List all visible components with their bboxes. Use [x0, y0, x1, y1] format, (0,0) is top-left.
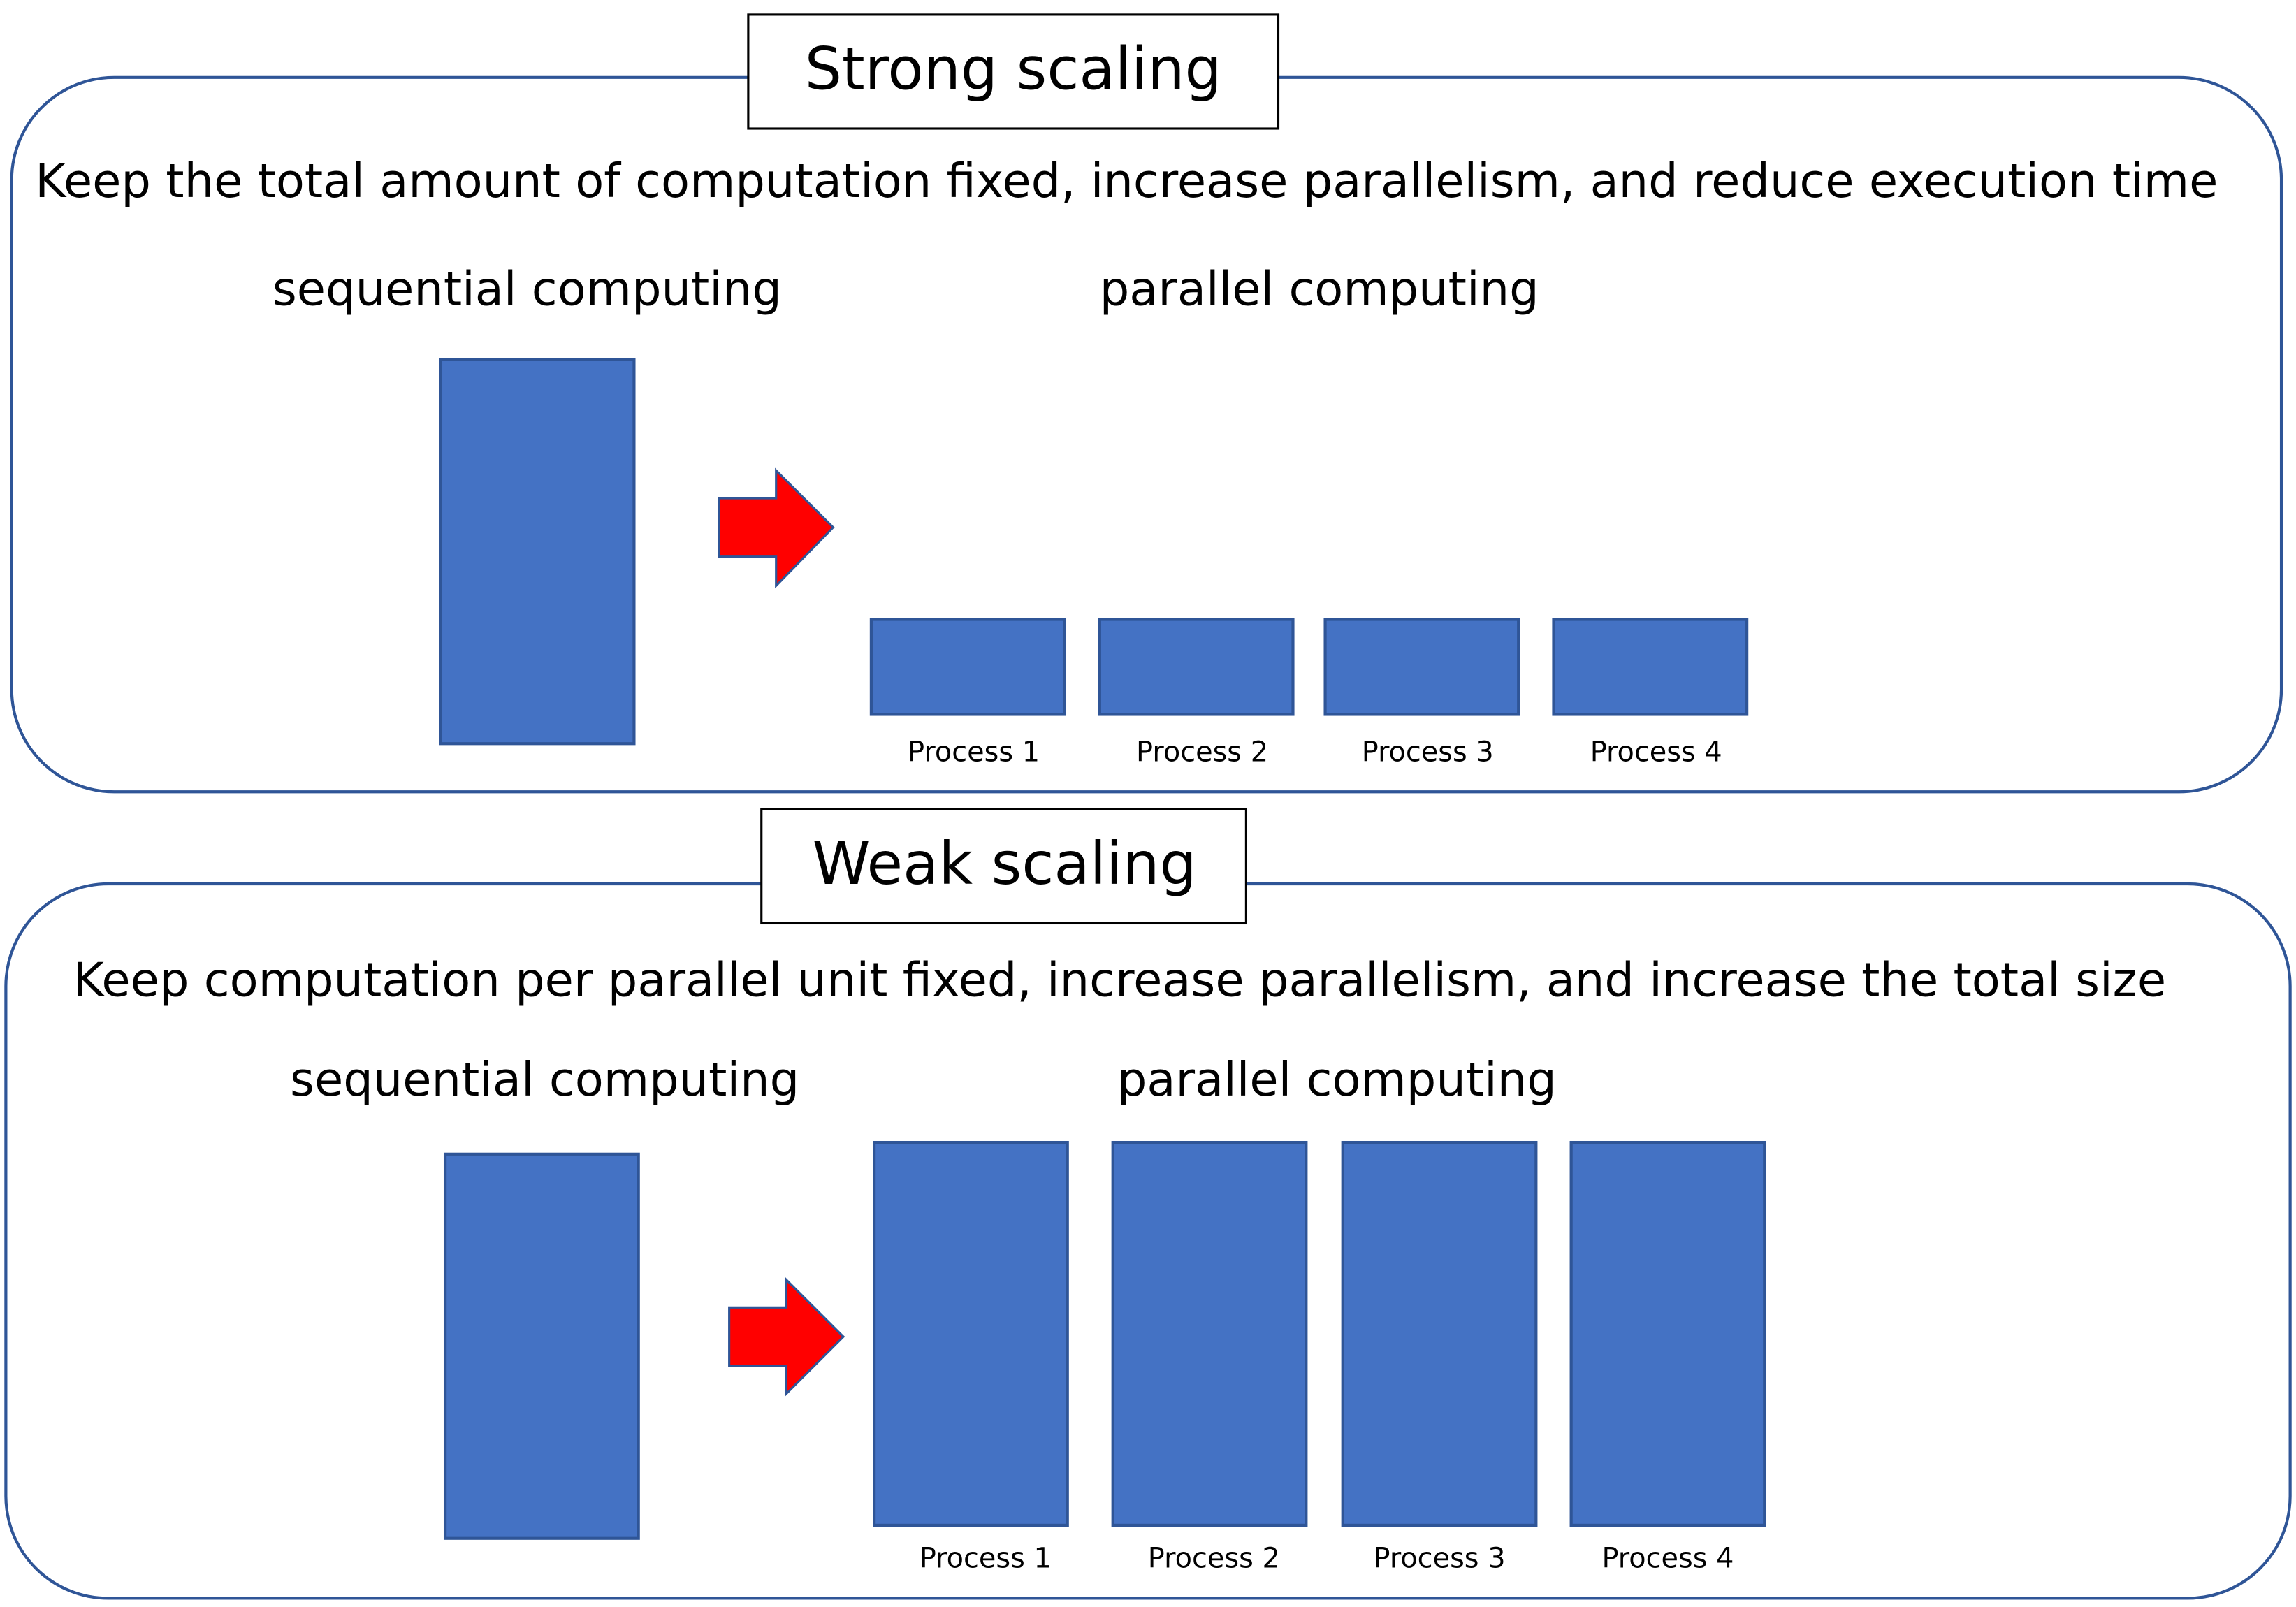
- process-block: [1552, 618, 1749, 716]
- process-block: [1341, 1141, 1538, 1527]
- process-label: Process 1: [908, 736, 1040, 768]
- process-block: [1323, 618, 1520, 716]
- arrow: [728, 1277, 845, 1397]
- process-block: [1111, 1141, 1308, 1527]
- strong-scaling-panel: Strong scaling Keep the total amount of …: [10, 13, 2283, 794]
- parallel-label: parallel computing: [1117, 1052, 1557, 1107]
- process-block: [1098, 618, 1295, 716]
- process-label: Process 1: [920, 1543, 1052, 1575]
- parallel-label: parallel computing: [1100, 262, 1539, 317]
- process-label: Process 3: [1362, 736, 1494, 768]
- sequential-block: [443, 1152, 640, 1540]
- process-label: Process 4: [1590, 736, 1722, 768]
- panel-description: Keep the total amount of computation fix…: [35, 154, 2218, 208]
- process-label: Process 3: [1374, 1543, 1506, 1575]
- title-box: [760, 808, 1247, 925]
- sequential-label: sequential computing: [273, 262, 782, 317]
- process-label: Process 2: [1136, 736, 1268, 768]
- process-block: [1569, 1141, 1766, 1527]
- weak-scaling-panel: Weak scaling Keep computation per parall…: [4, 808, 2292, 1600]
- panel-title: Strong scaling: [805, 35, 1222, 103]
- process-block: [869, 618, 1066, 716]
- panel-title: Weak scaling: [813, 829, 1197, 898]
- sequential-label: sequential computing: [290, 1052, 799, 1107]
- process-label: Process 4: [1601, 1543, 1734, 1575]
- title-box: [747, 13, 1280, 130]
- arrow: [718, 467, 835, 589]
- panel-description: Keep computation per parallel unit fixed…: [73, 953, 2166, 1008]
- process-block: [873, 1141, 1069, 1527]
- process-label: Process 2: [1148, 1543, 1280, 1575]
- sequential-block: [439, 358, 636, 746]
